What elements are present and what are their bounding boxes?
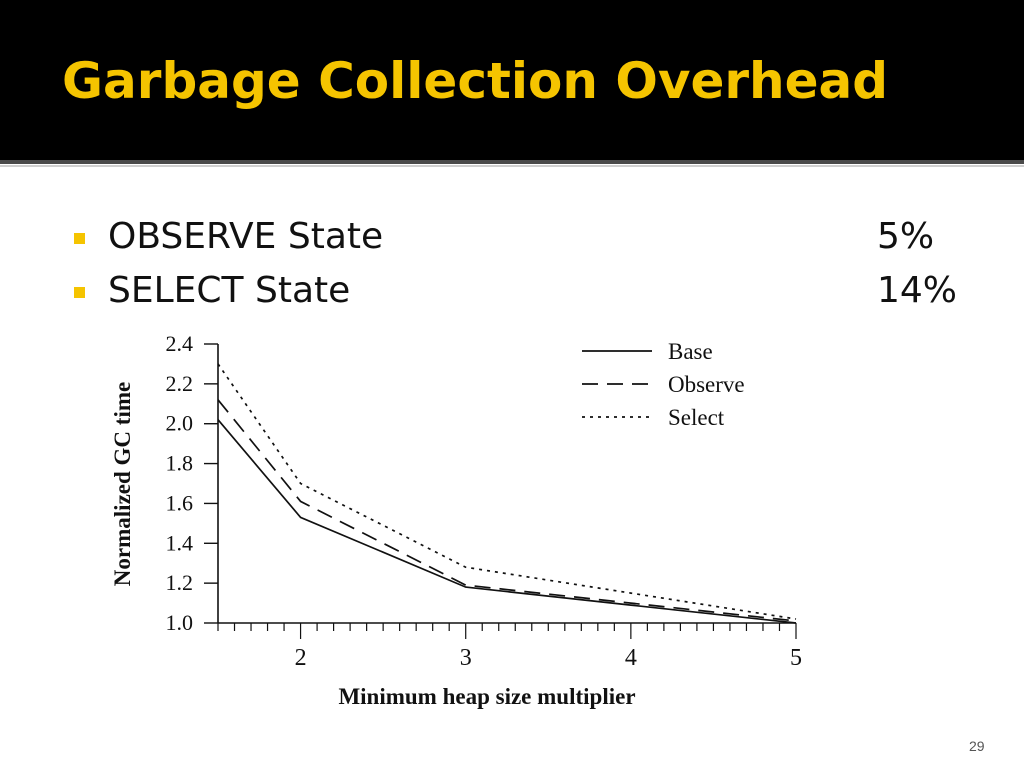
- y-tick-label: 1.4: [166, 530, 194, 555]
- bullet-label: SELECT State: [108, 270, 351, 311]
- bullet-value: 5%: [877, 216, 935, 257]
- x-tick-label: 3: [460, 645, 472, 671]
- header-divider: [0, 160, 1024, 164]
- y-axis-title: Normalized GC time: [110, 382, 135, 586]
- bullet-value: 14%: [877, 270, 958, 311]
- x-tick-label: 4: [625, 645, 637, 671]
- series-line-observe: [217, 399, 797, 622]
- header-divider-light: [0, 165, 1024, 167]
- bullet-item-observe: OBSERVE State 5%: [74, 216, 974, 266]
- page-number: 29: [969, 738, 985, 754]
- y-tick-label: 1.6: [166, 490, 194, 515]
- y-tick-label: 1.2: [166, 570, 194, 595]
- x-axis-title: Minimum heap size multiplier: [338, 684, 635, 709]
- y-tick-label: 2.0: [166, 411, 194, 436]
- square-bullet-icon: [74, 287, 85, 298]
- slide-title: Garbage Collection Overhead: [62, 52, 889, 110]
- legend-label-observe: Observe: [668, 372, 745, 397]
- legend-label-select: Select: [668, 405, 725, 430]
- bullet-label: OBSERVE State: [108, 216, 384, 257]
- y-tick-label: 1.8: [166, 451, 194, 476]
- y-tick-label: 2.2: [166, 371, 194, 396]
- bullet-item-select: SELECT State 14%: [74, 270, 974, 320]
- square-bullet-icon: [74, 233, 85, 244]
- y-tick-label: 2.4: [166, 331, 194, 356]
- x-tick-label: 5: [790, 645, 802, 671]
- legend-label-base: Base: [668, 339, 713, 364]
- series-line-base: [217, 419, 797, 624]
- y-tick-label: 1.0: [166, 610, 194, 635]
- title-bar: [0, 0, 1024, 160]
- x-tick-label: 2: [295, 645, 307, 671]
- series-line-select: [217, 363, 797, 620]
